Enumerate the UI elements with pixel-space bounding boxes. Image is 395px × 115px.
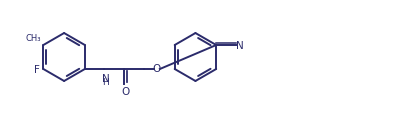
- Text: O: O: [152, 64, 161, 74]
- Text: CH₃: CH₃: [26, 34, 41, 43]
- Text: N: N: [102, 73, 110, 83]
- Text: O: O: [122, 86, 130, 96]
- Text: H: H: [102, 78, 109, 87]
- Text: F: F: [34, 64, 40, 74]
- Text: N: N: [236, 41, 244, 51]
